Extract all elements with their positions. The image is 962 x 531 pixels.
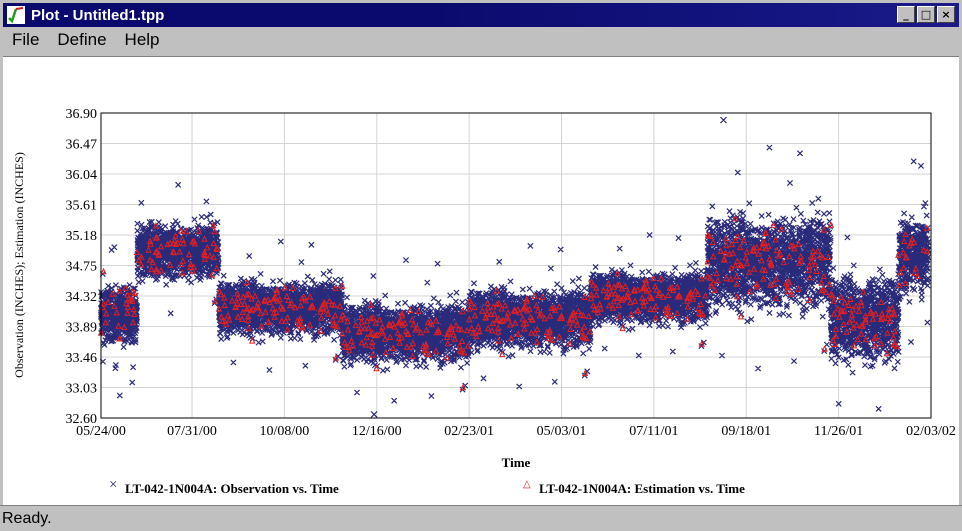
legend-observation: LT-042-1N004A: Observation vs. Time xyxy=(125,481,339,496)
x-tick-label: 10/08/00 xyxy=(260,424,310,439)
x-tick-label: 07/11/01 xyxy=(629,424,678,439)
plot-area: 36.90 36.47 36.04 35.61 35.18 34.75 34.32 33.89… xyxy=(3,56,959,505)
legend-estimation: LT-042-1N004A: Estimation vs. Time xyxy=(539,481,745,496)
x-tick-label: 07/31/00 xyxy=(167,424,217,439)
menu-file[interactable]: File xyxy=(12,30,40,49)
legend-obs-icon: × xyxy=(109,477,117,493)
status-bar: Ready. xyxy=(0,505,962,531)
y-tick-label: 33.03 xyxy=(66,382,98,397)
legend-est-icon: △ xyxy=(523,479,531,490)
menu-define[interactable]: Define xyxy=(57,30,107,49)
menu-help[interactable]: Help xyxy=(124,30,160,49)
estimation-points xyxy=(97,214,931,391)
x-tick-label: 09/18/01 xyxy=(721,424,771,439)
x-tick-label: 02/03/02 xyxy=(906,424,956,439)
menu-bar: File Define Help xyxy=(3,28,959,52)
y-tick-labels: 36.90 36.47 36.04 35.61 35.18 34.75 34.32 33.89… xyxy=(66,107,98,427)
minimize-icon[interactable]: _ xyxy=(897,6,915,23)
plot-app-icon xyxy=(7,6,25,24)
x-axis-label: Time xyxy=(502,455,531,470)
maximize-icon[interactable]: □ xyxy=(917,6,935,23)
window-title: Plot - Untitled1.tpp xyxy=(31,6,165,24)
x-tick-label: 11/26/01 xyxy=(814,424,863,439)
y-tick-label: 36.47 xyxy=(66,138,98,153)
y-tick-label: 32.60 xyxy=(66,412,98,427)
x-tick-label: 12/16/00 xyxy=(352,424,402,439)
y-tick-label: 34.32 xyxy=(66,290,98,305)
y-tick-label: 33.46 xyxy=(66,351,98,366)
legend: × LT-042-1N004A: Observation vs. Time △ … xyxy=(109,477,745,496)
y-tick-label: 36.04 xyxy=(66,168,98,183)
x-tick-label: 05/03/01 xyxy=(537,424,587,439)
plot-frame xyxy=(100,112,932,419)
observation-markers xyxy=(97,116,932,418)
y-tick-label: 33.89 xyxy=(66,321,98,336)
estimation-markers xyxy=(97,214,931,391)
x-tick-label: 02/23/01 xyxy=(444,424,494,439)
y-tick-label: 34.75 xyxy=(66,260,98,275)
y-tick-label: 36.90 xyxy=(66,107,98,122)
x-tick-label: 05/24/00 xyxy=(76,424,126,439)
observation-points xyxy=(97,116,932,418)
close-icon[interactable]: × xyxy=(937,6,955,23)
scatter-chart[interactable]: 36.90 36.47 36.04 35.61 35.18 34.75 34.32 33.89… xyxy=(3,57,959,505)
y-tick-label: 35.61 xyxy=(66,199,98,214)
title-bar[interactable]: Plot - Untitled1.tpp _ □ × xyxy=(3,3,959,27)
status-text: Ready. xyxy=(2,509,52,527)
y-tick-label: 35.18 xyxy=(66,229,98,244)
y-axis-label: Observation (INCHES); Estimation (INCHES… xyxy=(12,152,26,378)
x-tick-labels: 05/24/00 07/31/00 10/08/00 12/16/00 02/23/01… xyxy=(76,424,956,439)
